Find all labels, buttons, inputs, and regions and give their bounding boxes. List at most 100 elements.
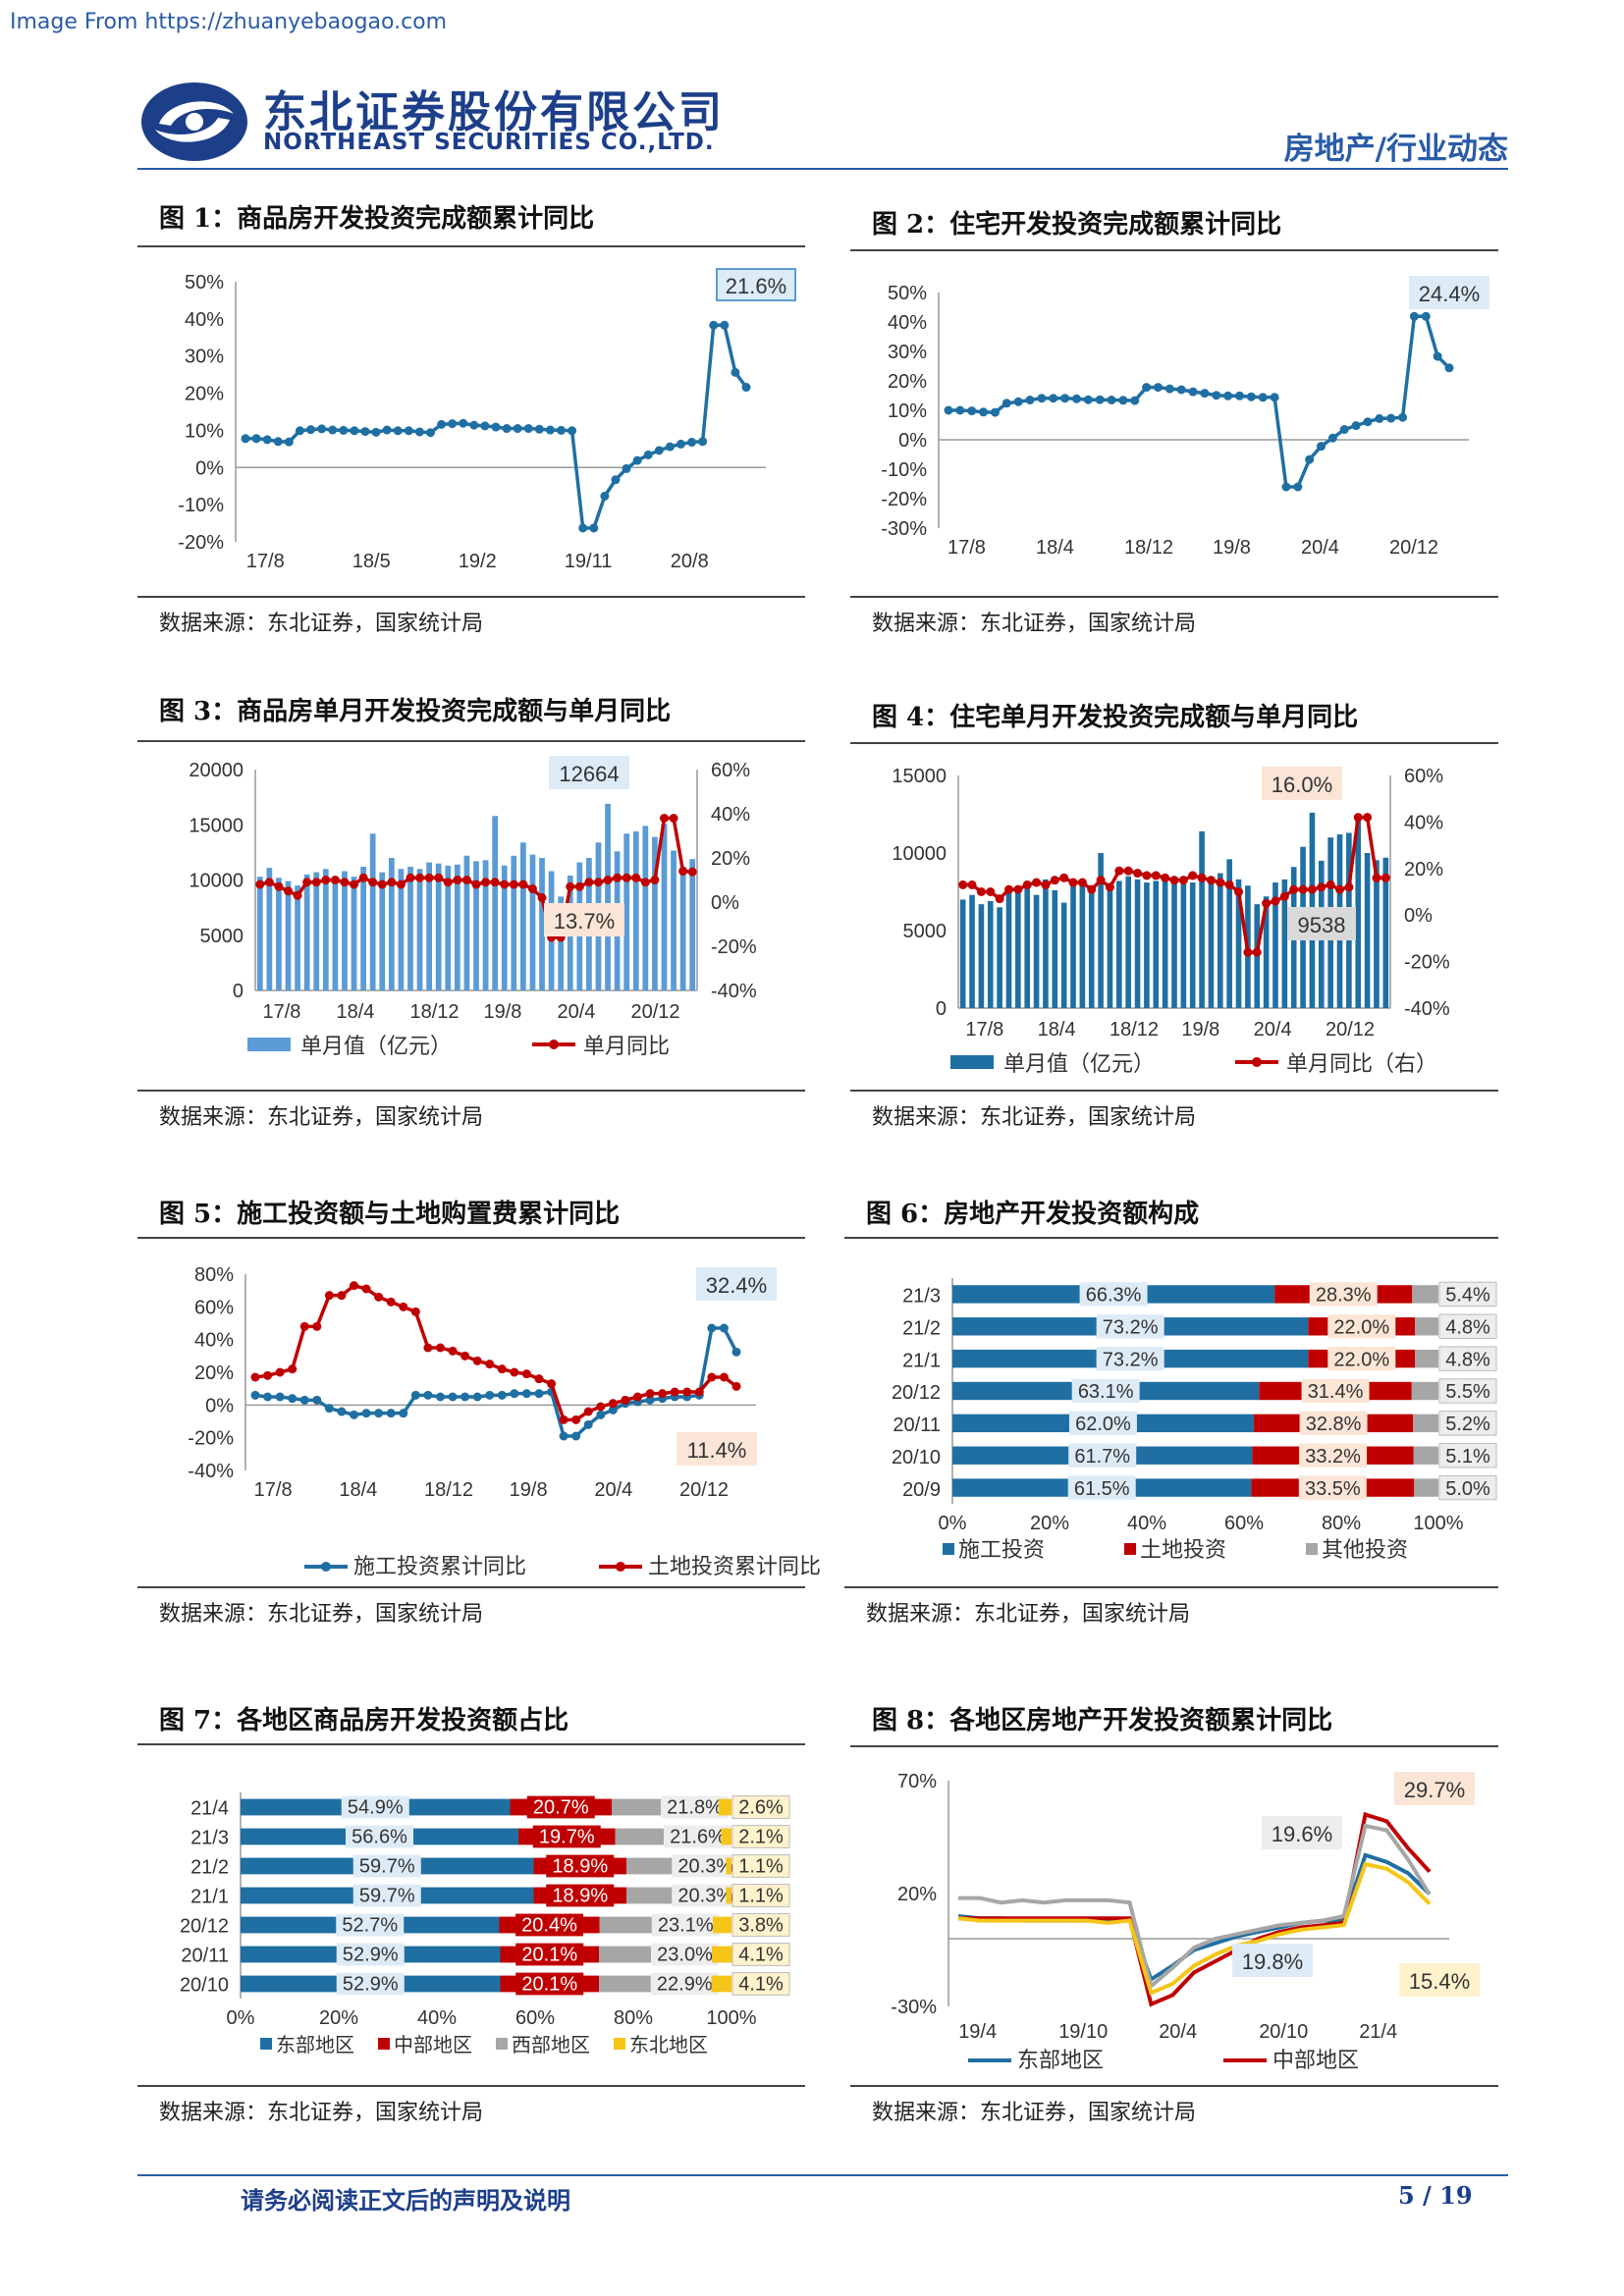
fig3-legend-line-label: 单月同比: [583, 1034, 670, 1058]
fig3-yoy-point: [350, 880, 359, 889]
fig3-yoy-point: [415, 873, 425, 882]
fig4-bar: [1015, 888, 1021, 1008]
fig8-callout-east: 19.8%: [1242, 1949, 1303, 1974]
fig7-data-label-box: [546, 1884, 615, 1907]
fig4-yoy-point: [1068, 878, 1078, 887]
fig5-point: [608, 1399, 618, 1409]
fig3-source: 数据来源：东北证券，国家统计局: [159, 1105, 484, 1130]
fig7-legend-swatch: [496, 2038, 508, 2050]
fig5-ytick: -20%: [188, 1428, 234, 1450]
fig4-title: 图 4：住宅单月开发投资完成额与单月同比: [872, 703, 1359, 732]
fig8-series-line: [958, 1823, 1432, 1990]
fig2-point: [1049, 394, 1058, 403]
fig4-bar: [1125, 876, 1131, 1008]
fig4-chart: 15000 10000 5000 0 60% 40% 20% 0% -20% -40% 17/8 18…: [892, 766, 1450, 1076]
fig4-yoy-point: [1197, 873, 1207, 882]
fig5-callout-land-box: [677, 1432, 757, 1466]
fig7-legend-swatch: [260, 2038, 272, 2050]
fig1-point: [360, 427, 370, 437]
fig8-ytick: 70%: [897, 1771, 937, 1792]
fig5-point: [448, 1346, 458, 1356]
fig4-yoy-point: [986, 887, 996, 896]
fig4-bar: [1382, 857, 1389, 1008]
fig2-point: [1258, 393, 1268, 402]
fig5-legend-marker: [616, 1562, 625, 1572]
fig7-segment: [712, 1946, 732, 1963]
fig4-bar: [1060, 902, 1067, 1008]
fig7-category-label: 21/3: [190, 1827, 229, 1848]
fig3-bar: [520, 842, 526, 990]
fig2-chart: 50% 40% 30% 20% 10% 0% -10% -20% -30% 17/8 18/4 18/…: [881, 276, 1489, 559]
fig5-point: [435, 1343, 445, 1353]
fig7-data-label-box: [731, 1972, 790, 1996]
fig4-bar: [1005, 891, 1012, 1008]
fig2-point: [1375, 413, 1384, 423]
fig1-point: [622, 463, 631, 473]
fig7-data-label: 2.1%: [738, 1826, 784, 1847]
fig3-yoy-point: [330, 876, 340, 884]
fig6-legend-swatch: [943, 1543, 954, 1555]
fig3-yoy-point: [311, 878, 321, 887]
fig4-bar: [1189, 882, 1196, 1008]
fig1-point: [480, 421, 490, 431]
fig1-ytick: 10%: [185, 420, 224, 442]
fig5-ytick: 80%: [194, 1264, 234, 1286]
fig1-chart: 50% 40% 30% 20% 10% 0% -10% -20% 17/8 18/5 19/2 19/…: [178, 268, 796, 572]
fig7-segment: [711, 1975, 731, 1993]
fig5-point: [337, 1291, 347, 1301]
fig3-ytick-right: 60%: [711, 760, 750, 781]
fig5-point: [645, 1389, 655, 1399]
fig7-xtick: 80%: [614, 2007, 653, 2029]
fig6-category-label: 21/3: [902, 1286, 941, 1308]
fig6-xtick: 80%: [1322, 1513, 1361, 1534]
fig3-yoy-point: [640, 878, 650, 887]
fig5-point: [510, 1389, 519, 1399]
fig3-ytick: 5000: [200, 926, 244, 947]
fig6-chart: 0% 20% 40% 60% 80% 100% 21/3 66.3% 28.3% 5.4% 21/2…: [892, 1278, 1497, 1562]
fig5-point: [374, 1292, 384, 1302]
fig6-category-label: 20/9: [902, 1479, 941, 1501]
fig1-point: [371, 427, 381, 437]
fig4-callout-value-box: [1287, 907, 1356, 940]
fig6-legend-label: 土地投资: [1140, 1537, 1226, 1562]
fig7-data-label: 18.9%: [552, 1855, 608, 1877]
fig1-point: [251, 434, 261, 444]
fig4-yoy-point: [1105, 882, 1114, 892]
fig7-data-label-box: [664, 1825, 731, 1848]
fig1-point: [404, 426, 413, 436]
fig6-data-label-box: [1299, 1443, 1368, 1468]
fig5-point: [719, 1323, 729, 1333]
fig2-point: [1200, 389, 1210, 399]
fig1-point: [241, 434, 250, 444]
fig7-segment: [726, 1857, 731, 1875]
fig5-point: [670, 1387, 679, 1397]
company-name-en: NORTHEAST SECURITIES CO.,LTD.: [263, 130, 715, 155]
fig7-segment: [721, 1828, 731, 1845]
fig3-yoy-point: [453, 876, 462, 884]
fig4-yoy-point: [1353, 813, 1363, 823]
fig1-ytick: -10%: [178, 495, 224, 516]
fig7-data-label-box: [546, 1854, 615, 1878]
fig5-point: [250, 1372, 260, 1382]
fig2-ytick: 0%: [898, 430, 927, 452]
fig7-data-label-box: [661, 1795, 729, 1819]
fig5-point: [510, 1367, 519, 1377]
fig4-bar: [1218, 873, 1223, 1008]
fig4-ytick-right: 40%: [1404, 812, 1443, 833]
fig6-title-rule: [844, 1237, 1498, 1239]
fig3-bar: [482, 860, 489, 990]
fig5-point: [485, 1360, 495, 1369]
fig2-point: [1060, 394, 1070, 403]
fig5-point: [583, 1407, 593, 1416]
fig3-yoy-point: [424, 873, 434, 882]
fig5-point: [547, 1379, 557, 1389]
fig7-data-label-box: [731, 1795, 790, 1819]
fig2-point: [1305, 454, 1315, 464]
fig7-data-label: 3.8%: [738, 1914, 784, 1936]
fig3-bar: [435, 863, 442, 990]
fig3-yoy-point: [603, 876, 613, 884]
fig7-data-label: 19.7%: [539, 1826, 595, 1847]
fig1-point: [306, 425, 316, 435]
fig5-figure: 图 5：施工投资额与土地购置费累计同比 数据来源：东北证券，国家统计局 80% 60%…: [137, 1194, 821, 1645]
fig5-xtick: 20/12: [679, 1479, 729, 1501]
